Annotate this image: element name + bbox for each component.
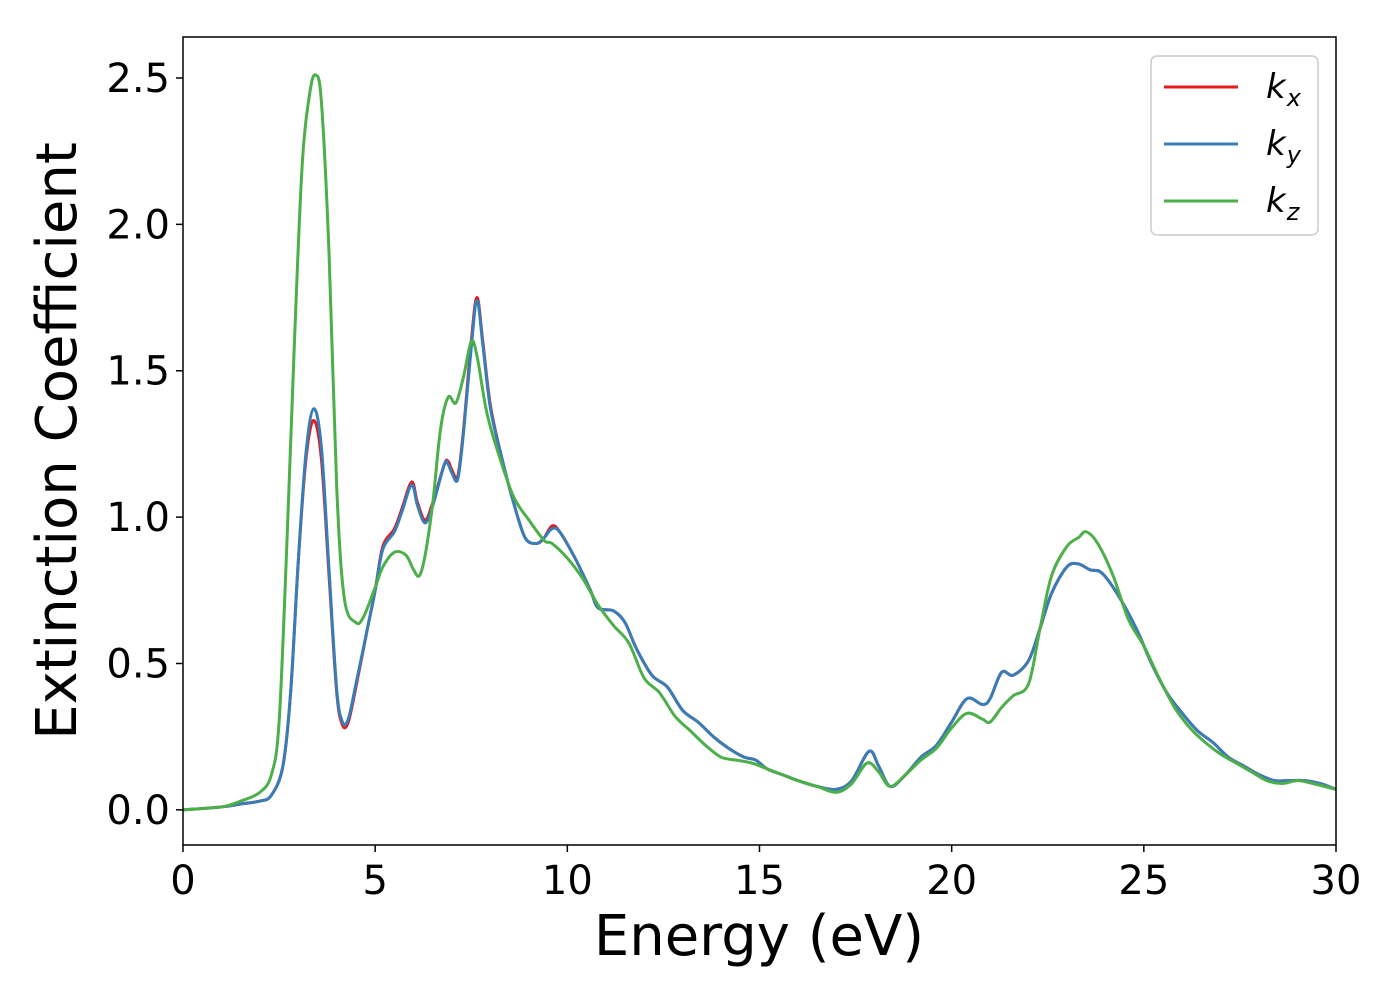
- legend-label-subscript: x: [1286, 84, 1302, 112]
- y-tick-label: 1.0: [106, 495, 170, 541]
- x-tick-label: 20: [926, 858, 977, 904]
- x-tick-label: 25: [1118, 858, 1169, 904]
- legend-label-subscript: y: [1286, 141, 1302, 169]
- y-tick-label: 2.5: [106, 56, 170, 102]
- x-tick-label: 0: [170, 858, 195, 904]
- series-line-y: [183, 298, 1336, 812]
- x-tick-label: 10: [542, 858, 593, 904]
- y-axis-title: Extinction Coefficient: [25, 142, 90, 740]
- y-tick-label: 0.0: [106, 788, 170, 834]
- x-tick-label: 5: [362, 858, 387, 904]
- x-axis-ticks: 0 5 10 15 20 25 30: [170, 845, 1361, 904]
- y-axis-ticks: 0.0 0.5 1.0 1.5 2.0 2.5: [106, 56, 183, 834]
- y-tick-label: 0.5: [106, 641, 170, 687]
- series-layer: [183, 73, 1336, 812]
- legend-label-x: kx: [1266, 67, 1302, 112]
- x-axis-title: Energy (eV): [594, 904, 924, 969]
- legend-label-base: k: [1266, 67, 1287, 107]
- x-tick-label: 15: [734, 858, 785, 904]
- series-line-z: [183, 73, 1336, 812]
- legend-label-y: ky: [1266, 124, 1302, 169]
- y-tick-label: 2.0: [106, 202, 170, 248]
- x-tick-label: 30: [1311, 858, 1362, 904]
- legend-label-base: k: [1266, 124, 1287, 164]
- legend-label-base: k: [1266, 181, 1287, 221]
- legend-label-z: kz: [1266, 181, 1301, 226]
- legend-label-subscript: z: [1286, 198, 1301, 226]
- y-tick-label: 1.5: [106, 349, 170, 395]
